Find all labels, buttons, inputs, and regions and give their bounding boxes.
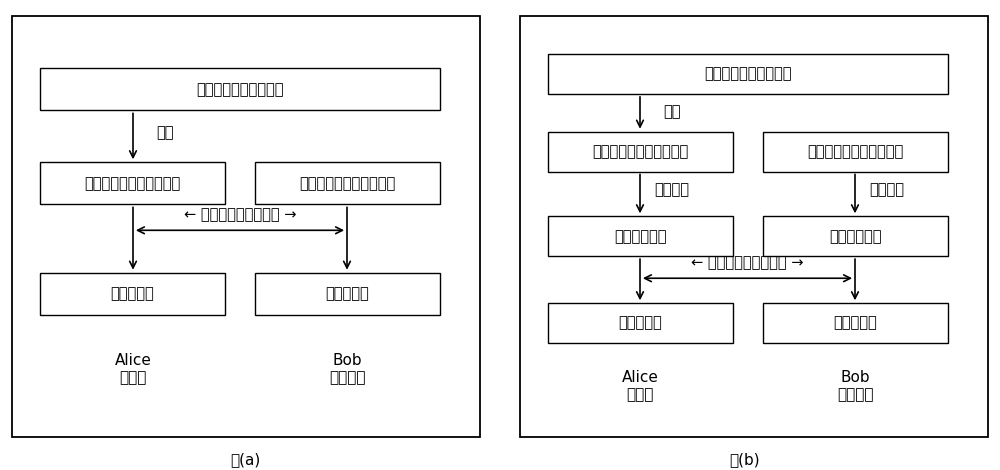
Text: 映射: 映射 xyxy=(663,104,681,119)
FancyBboxPatch shape xyxy=(548,132,733,172)
Text: Bob
经典处理: Bob 经典处理 xyxy=(329,353,365,385)
Text: Alice
后处理: Alice 后处理 xyxy=(622,370,658,402)
FancyBboxPatch shape xyxy=(255,162,440,204)
FancyBboxPatch shape xyxy=(40,273,225,315)
FancyBboxPatch shape xyxy=(40,162,225,204)
Text: 测量结果串（实数值）: 测量结果串（实数值） xyxy=(196,82,284,97)
Text: 安全密钥串: 安全密钥串 xyxy=(326,286,369,301)
Text: 异或操作: 异或操作 xyxy=(654,182,690,197)
Text: 安全密钥串: 安全密钥串 xyxy=(834,316,877,330)
Text: 图(a): 图(a) xyxy=(230,452,260,467)
FancyBboxPatch shape xyxy=(40,68,440,110)
FancyBboxPatch shape xyxy=(255,273,440,315)
Text: 图(b): 图(b) xyxy=(730,452,760,467)
Text: 新原始密钥串: 新原始密钥串 xyxy=(614,229,667,243)
FancyBboxPatch shape xyxy=(548,216,733,256)
Text: ← 比特纠错与隐私放大 →: ← 比特纠错与隐私放大 → xyxy=(184,207,296,222)
Text: 新编码密钥串: 新编码密钥串 xyxy=(829,229,882,243)
Text: 安全密钥串: 安全密钥串 xyxy=(619,316,662,330)
Text: Bob
经典处理: Bob 经典处理 xyxy=(837,370,873,402)
Text: 测量结果串（实数值）: 测量结果串（实数值） xyxy=(704,67,792,81)
FancyBboxPatch shape xyxy=(548,303,733,343)
Text: 编码密钥串（二进制值）: 编码密钥串（二进制值） xyxy=(299,176,396,191)
FancyBboxPatch shape xyxy=(763,132,948,172)
Text: 原始密钥串（二进制值）: 原始密钥串（二进制值） xyxy=(592,144,689,159)
Text: 原始密钥串（二进制值）: 原始密钥串（二进制值） xyxy=(84,176,181,191)
Text: Alice
后处理: Alice 后处理 xyxy=(115,353,151,385)
Text: 编码密钥串（二进制值）: 编码密钥串（二进制值） xyxy=(807,144,904,159)
FancyBboxPatch shape xyxy=(548,54,948,94)
Text: 安全密钥串: 安全密钥串 xyxy=(111,286,154,301)
Text: 映射: 映射 xyxy=(156,125,174,140)
FancyBboxPatch shape xyxy=(763,216,948,256)
FancyBboxPatch shape xyxy=(763,303,948,343)
FancyBboxPatch shape xyxy=(12,16,480,437)
Text: ← 比特纠错与隐私放大 →: ← 比特纠错与隐私放大 → xyxy=(691,255,804,270)
Text: 异或操作: 异或操作 xyxy=(870,182,904,197)
FancyBboxPatch shape xyxy=(520,16,988,437)
